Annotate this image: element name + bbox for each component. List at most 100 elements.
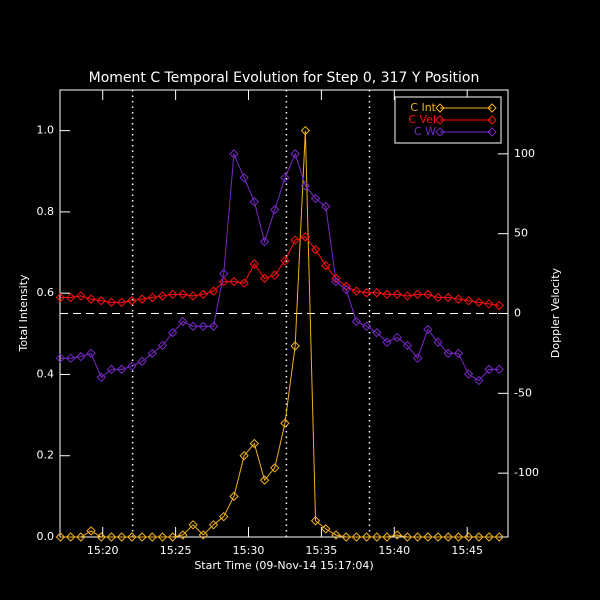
point — [270, 205, 280, 215]
point — [55, 532, 66, 542]
point — [137, 356, 147, 367]
y2-tick-label: -50 — [514, 386, 532, 399]
series-line — [60, 236, 500, 307]
chart-title: Moment C Temporal Evolution for Step 0, … — [89, 70, 480, 86]
point — [127, 532, 137, 542]
point — [116, 297, 127, 308]
point — [412, 532, 423, 542]
point — [147, 348, 157, 359]
point — [402, 532, 413, 542]
point — [484, 364, 494, 375]
point — [147, 532, 157, 542]
point — [402, 291, 413, 301]
point — [321, 524, 331, 534]
point — [157, 532, 168, 542]
point — [474, 375, 484, 386]
point — [86, 526, 96, 536]
point — [249, 259, 260, 269]
point — [65, 353, 76, 363]
point — [453, 294, 464, 304]
point — [290, 149, 300, 159]
point — [443, 348, 453, 359]
point — [361, 532, 372, 542]
point — [167, 289, 178, 300]
point — [106, 532, 117, 542]
point — [310, 516, 321, 526]
point — [484, 299, 494, 309]
point — [157, 340, 168, 351]
y-tick-label: 0.6 — [37, 286, 55, 299]
x-tick-label: 15:40 — [378, 544, 410, 557]
point — [392, 332, 402, 343]
point — [463, 296, 474, 306]
point — [331, 276, 341, 287]
x-tick-label: 15:35 — [306, 544, 338, 557]
point — [239, 173, 249, 183]
point — [443, 532, 453, 542]
point — [300, 125, 311, 136]
x-axis-label: Start Time (09-Nov-14 15:17:04) — [194, 559, 373, 572]
point — [341, 284, 351, 295]
y2-tick-label: -100 — [514, 466, 539, 479]
point — [76, 532, 86, 542]
point — [321, 260, 331, 271]
point — [280, 418, 290, 428]
point — [188, 321, 198, 331]
point — [463, 369, 474, 379]
point — [55, 353, 66, 363]
point — [259, 475, 270, 485]
legend-marker — [435, 115, 497, 125]
point — [147, 292, 157, 303]
point — [65, 532, 76, 542]
point — [239, 278, 249, 288]
y-tick-label: 1.0 — [37, 124, 55, 137]
point — [96, 532, 106, 542]
point — [219, 511, 229, 522]
point — [106, 364, 117, 375]
legend-label: C W — [414, 125, 436, 138]
x-tick-label: 15:30 — [233, 544, 265, 557]
point — [453, 348, 464, 359]
legend-marker — [435, 127, 497, 137]
point — [310, 193, 321, 204]
point — [290, 235, 300, 245]
point — [351, 316, 362, 327]
point — [127, 296, 137, 306]
point — [219, 268, 229, 279]
x-tick-label: 15:25 — [160, 544, 192, 557]
point — [127, 361, 137, 371]
point — [423, 324, 433, 335]
point — [76, 291, 86, 301]
point — [372, 327, 382, 338]
legend-label: C Vel — [408, 113, 436, 126]
point — [259, 273, 270, 284]
point — [229, 276, 239, 287]
point — [198, 530, 209, 540]
legend-label: C Int — [410, 101, 436, 114]
point — [443, 292, 453, 303]
point — [259, 236, 270, 247]
point — [423, 532, 433, 542]
point — [239, 451, 249, 461]
point — [280, 256, 290, 266]
point — [300, 232, 311, 242]
y2-tick-label: 50 — [514, 227, 528, 240]
point — [392, 289, 402, 300]
point — [137, 532, 147, 542]
point — [290, 341, 300, 351]
point — [361, 288, 372, 298]
point — [96, 296, 106, 306]
point — [433, 532, 443, 542]
point — [167, 532, 178, 542]
point — [382, 532, 392, 542]
point — [137, 294, 147, 304]
y2-tick-label: 100 — [514, 147, 535, 160]
point — [229, 149, 239, 159]
point — [208, 520, 219, 530]
point — [433, 292, 443, 303]
y-tick-label: 0.4 — [37, 367, 55, 380]
point — [188, 291, 198, 301]
point — [76, 351, 86, 362]
y-tick-label: 0.0 — [37, 530, 55, 543]
